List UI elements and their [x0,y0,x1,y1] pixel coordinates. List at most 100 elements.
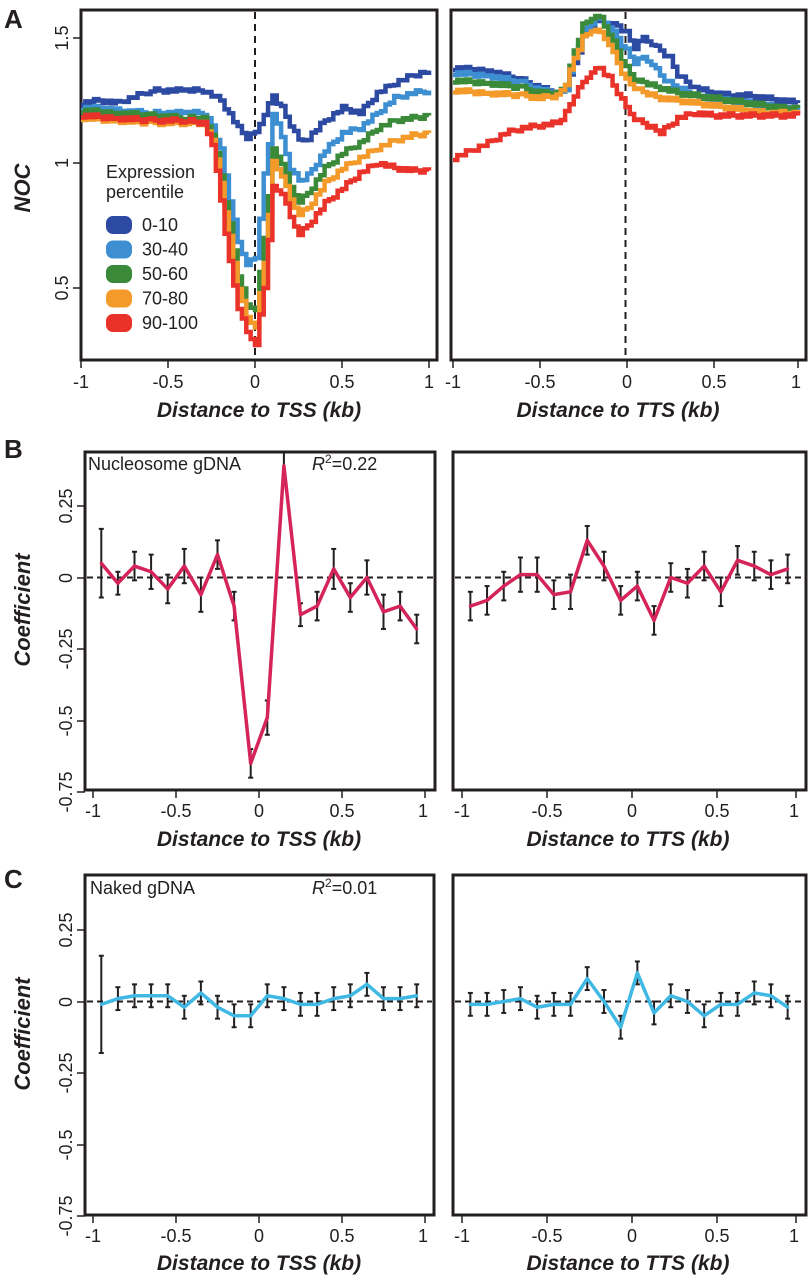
panel-c-ytick: -0.25 [56,1052,76,1093]
panel-c-ytick: -0.75 [56,1195,76,1236]
panel-b-tss-xlabel: Distance to TSS (kb) [157,828,361,851]
panel-a-yticks: 1.5 1 0.5 [52,25,81,301]
data-point [166,994,170,998]
data-point [468,1002,472,1006]
data-point [635,971,639,975]
data-point [232,1014,236,1018]
data-point [298,613,303,617]
data-point [735,1002,740,1006]
panel-a-tss-xtick: -0.5 [152,372,183,392]
panel-c-tss-xtick: 0 [254,1226,264,1246]
data-point [568,1002,573,1006]
data-point [166,587,170,591]
legend-label: 30-40 [142,240,188,260]
data-point [332,997,336,1001]
series-line-0-10 [453,17,801,105]
panel-c-tts-xtick: 0 [627,1226,637,1246]
r2-value: =0.22 [332,454,378,474]
panel-c-tss-xtick: 1 [418,1226,428,1246]
data-point [232,604,236,608]
data-point [132,994,137,998]
data-point [552,593,556,597]
data-point [652,1011,656,1015]
data-point [398,604,402,608]
plot-b-tts [455,525,804,636]
plot-a-tss [81,12,432,358]
data-point [468,604,472,608]
plot-frame-a-tts [449,8,808,362]
data-point [518,997,523,1001]
plot-frame-c-tts [451,873,808,1217]
panel-a-ytick: 1.5 [52,25,72,50]
panel-c-tts-xtick: -1 [454,1226,470,1246]
panel-b-tss-xtick: 0.5 [329,801,354,821]
panel-a-tts-xtick: -0.5 [524,372,555,392]
plot-frame-b-tss [83,450,437,792]
series-line-50-60 [453,13,801,113]
data-point [265,716,269,720]
panel-a-tss-xticks: -1 -0.5 0 0.5 1 [73,360,434,392]
data-point [282,997,286,1001]
panel-letter-c: C [4,864,23,894]
data-point [502,999,506,1004]
panel-c-tss-xticks: -1 -0.5 0 0.5 1 [85,1215,428,1246]
data-point [602,564,606,568]
data-point [365,982,369,986]
data-point [485,1002,489,1006]
series-line-70-80 [453,27,801,118]
panel-a-ytick: 0.5 [52,275,72,300]
r2-superscript: 2 [325,876,332,890]
coefficient-line [99,464,419,766]
data-point [116,581,120,585]
data-point [265,994,269,998]
data-point [199,991,203,995]
panel-c-label: Naked gDNA [90,878,195,898]
data-point [282,464,286,468]
legend-swatch-90-100 [106,314,132,332]
data-point [381,997,386,1001]
data-point [535,1005,539,1009]
panel-b-tts-xtick: -1 [454,801,470,821]
data-point [669,575,673,580]
panel-a-ytick: 1 [52,158,72,168]
data-point [365,575,369,580]
panel-b-label: Nucleosome gDNA [88,454,241,474]
coefficient-line [470,971,789,1029]
data-point [552,1002,556,1006]
data-point [99,1002,103,1006]
data-point [518,573,523,577]
data-point [215,1005,220,1009]
panel-a-tss-xtick: -1 [73,372,89,392]
panel-c-tss-xtick: -0.5 [160,1226,191,1246]
panel-b-tts-xtick: 0.5 [704,801,729,821]
panel-a-legend: Expression percentile 0-10 30-40 50-60 70-8… [106,162,198,333]
panel-a-tts-xlabel: Distance to TTS (kb) [516,399,719,422]
panel-c-tts-xtick: -0.5 [531,1226,562,1246]
panel-b-ytick: -0.25 [56,628,76,669]
panel-c-tts-xticks: -1 -0.5 0 0.5 1 [454,1215,799,1246]
data-point [568,590,573,594]
data-point [182,564,186,568]
data-point [786,1005,790,1009]
coefficient-line [100,982,417,1018]
plot-a-tts [453,12,801,358]
data-point [619,598,623,602]
panel-b-tss-xtick: 1 [418,801,428,821]
panel-a-tts-xtick: 1 [791,372,801,392]
data-point [685,581,690,585]
r2-symbol: R [312,454,325,474]
panel-b-ytick: 0 [56,573,76,583]
data-point [215,553,220,557]
panel-c-r2: R2=0.01 [312,876,377,898]
panel-a-tts-xticks: -1 -0.5 0 0.5 1 [445,360,801,392]
data-point [685,999,690,1004]
legend-swatch-50-60 [106,265,132,283]
panel-b-tts-xticks: -1 -0.5 0 0.5 1 [454,790,799,821]
legend-label: 50-60 [142,264,188,284]
panel-a-tss-xtick: 0 [250,372,260,392]
series-line-90-100 [453,65,801,163]
panel-c-tss-xtick: 0.5 [329,1226,354,1246]
panel-a-tss-xtick: 0.5 [329,372,354,392]
data-point [719,590,723,594]
